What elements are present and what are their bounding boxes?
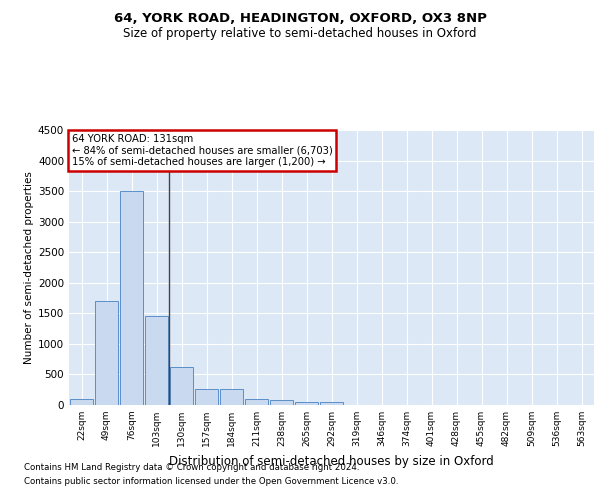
Bar [170,367,193,405]
Bar [70,399,94,405]
Bar [95,301,118,405]
Bar [295,402,319,405]
Text: 64 YORK ROAD: 131sqm
← 84% of semi-detached houses are smaller (6,703)
15% of se: 64 YORK ROAD: 131sqm ← 84% of semi-detac… [71,134,332,168]
Bar [320,402,343,405]
Bar [119,191,143,405]
Bar [245,399,268,405]
Bar [220,388,244,405]
Text: Contains public sector information licensed under the Open Government Licence v3: Contains public sector information licen… [24,477,398,486]
Bar [269,400,293,405]
Text: 64, YORK ROAD, HEADINGTON, OXFORD, OX3 8NP: 64, YORK ROAD, HEADINGTON, OXFORD, OX3 8… [113,12,487,26]
Bar [194,388,218,405]
Y-axis label: Number of semi-detached properties: Number of semi-detached properties [24,171,34,364]
X-axis label: Distribution of semi-detached houses by size in Oxford: Distribution of semi-detached houses by … [169,454,494,468]
Text: Contains HM Land Registry data © Crown copyright and database right 2024.: Contains HM Land Registry data © Crown c… [24,464,359,472]
Text: Size of property relative to semi-detached houses in Oxford: Size of property relative to semi-detach… [123,28,477,40]
Bar [145,316,169,405]
